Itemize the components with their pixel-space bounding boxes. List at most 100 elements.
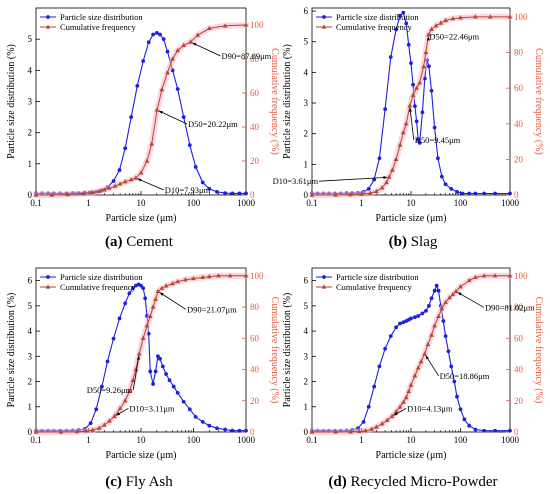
cumulative-point xyxy=(49,192,55,197)
legend-marker xyxy=(46,275,50,279)
annotation-arrow xyxy=(425,355,439,377)
cumulative-point xyxy=(144,323,150,328)
distribution-point xyxy=(409,61,413,66)
cumulative-point xyxy=(473,274,478,279)
annotation-arrowhead xyxy=(457,292,462,296)
caption-letter: (c) xyxy=(105,474,122,490)
y2-tick-label: 40 xyxy=(514,119,524,129)
distribution-point xyxy=(482,191,487,196)
y2-tick-label: 80 xyxy=(250,302,260,312)
distribution-point xyxy=(171,384,176,389)
distribution-point xyxy=(181,115,186,119)
distribution-point xyxy=(117,316,122,321)
y-axis-label: Particle size distribution (%) xyxy=(6,44,17,159)
cumulative-point xyxy=(403,121,409,126)
cumulative-point xyxy=(149,141,155,146)
y2-tick-label: 80 xyxy=(250,54,260,64)
y2-tick-label: 60 xyxy=(514,83,524,93)
y-tick-label: 1 xyxy=(28,159,33,169)
distribution-point xyxy=(443,182,448,187)
distribution-point xyxy=(193,165,198,169)
annotation-label: D50=9.26μm xyxy=(87,385,133,395)
distribution-point xyxy=(462,417,467,422)
cumulative-point xyxy=(188,39,193,44)
y2-axis-label: Cumulative frequency (%) xyxy=(533,48,544,155)
distribution-point xyxy=(160,364,165,369)
cumulative-point xyxy=(207,273,212,279)
distribution-point xyxy=(449,364,454,369)
distribution-point xyxy=(436,156,440,161)
cumulative-point xyxy=(33,192,39,197)
x-tick-label: 1000 xyxy=(501,198,520,208)
cumulative-point xyxy=(453,288,459,294)
panel-caption: (d) Recycled Micro-Powder xyxy=(328,474,497,490)
annotation-label: D10=4.13μm xyxy=(407,403,453,413)
cumulative-point xyxy=(401,130,406,135)
legend-marker xyxy=(45,284,51,289)
distribution-point xyxy=(164,372,168,376)
cumulative-point xyxy=(122,398,128,403)
distribution-point xyxy=(427,303,431,308)
y2-tick-label: 0 xyxy=(514,427,519,437)
y-tick-label: 2 xyxy=(304,129,309,139)
chart-panel-1: 0.1 1 10 100 1000012345020406080100Particle … xyxy=(6,7,280,250)
x-tick-label: 0.1 xyxy=(30,198,41,208)
x-tick-label: 1000 xyxy=(237,435,256,445)
y2-axis-label: Cumulative frequency (%) xyxy=(269,48,280,155)
y-tick-label: 3 xyxy=(28,351,33,361)
y-tick-label: 4 xyxy=(28,326,33,336)
legend-marker xyxy=(321,24,327,29)
distribution-point xyxy=(413,104,417,108)
y-tick-label: 0 xyxy=(304,427,309,437)
y2-tick-label: 60 xyxy=(250,88,260,98)
cumulative-point xyxy=(436,313,441,319)
distribution-point xyxy=(366,404,371,409)
annotation-arrowhead xyxy=(425,355,430,360)
cumulative-point xyxy=(222,23,228,28)
y-tick-label: 2 xyxy=(28,377,33,387)
cumulative-point xyxy=(333,192,338,197)
caption-text: Slag xyxy=(407,234,438,250)
cumulative-point xyxy=(112,183,118,188)
chart-panel-4: 0.1 1 10 100 10000123456020406080100Particle… xyxy=(282,267,544,490)
distribution-point xyxy=(377,364,382,369)
cumulative-point xyxy=(369,426,374,431)
legend-label: Particle size distribution xyxy=(336,12,419,22)
distribution-point xyxy=(383,346,388,351)
x-tick-label: 100 xyxy=(187,198,201,208)
cumulative-point xyxy=(122,179,128,184)
y2-tick-label: 20 xyxy=(514,154,524,164)
caption-text: Cement xyxy=(123,234,174,250)
y2-axis-label: Cumulative frequency (%) xyxy=(533,297,544,404)
distribution-point xyxy=(413,315,417,320)
y2-tick-label: 0 xyxy=(250,427,255,437)
x-tick-label: 10 xyxy=(137,435,147,445)
cumulative-point xyxy=(359,191,364,196)
y2-tick-label: 100 xyxy=(250,271,264,281)
y-tick-label: 0 xyxy=(304,190,309,200)
annotation-arrowhead xyxy=(137,178,142,182)
distribution-point xyxy=(508,191,512,196)
distribution-point xyxy=(230,428,235,433)
y2-tick-label: 20 xyxy=(250,396,260,406)
caption-letter: (a) xyxy=(105,234,123,250)
caption-letter: (b) xyxy=(389,234,407,250)
cumulative-point xyxy=(150,304,156,309)
y2-tick-label: 0 xyxy=(250,190,255,200)
cumulative-point xyxy=(154,107,160,112)
distribution-point xyxy=(482,428,487,433)
distribution-point xyxy=(123,146,128,151)
legend-marker xyxy=(322,275,326,279)
caption-text: Recycled Micro-Powder xyxy=(347,474,498,490)
annotation-arrow xyxy=(457,292,485,308)
y-tick-label: 0 xyxy=(28,427,33,437)
y-tick-label: 4 xyxy=(28,65,33,75)
cumulative-point xyxy=(393,156,399,161)
annotation-label: D50=22.46μm xyxy=(429,32,479,42)
cumulative-point xyxy=(181,42,186,47)
distribution-point xyxy=(383,107,388,112)
distribution-point xyxy=(165,49,170,54)
distribution-point xyxy=(215,426,219,431)
